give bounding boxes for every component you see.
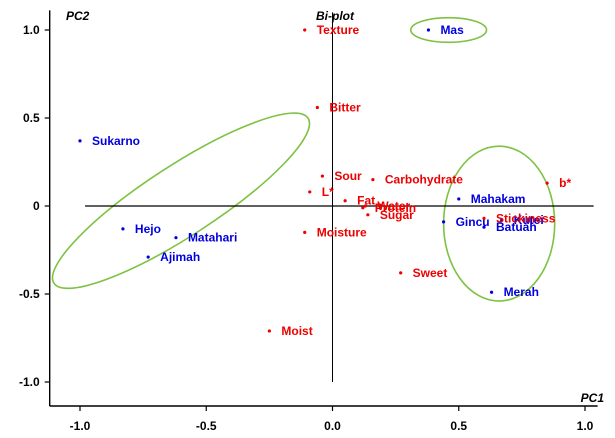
data-label: Hejo: [135, 222, 161, 236]
data-label: Stickiness: [496, 211, 556, 225]
data-label: Fat: [357, 194, 375, 208]
data-label: Carbohydrate: [385, 173, 463, 187]
data-label: Sour: [334, 169, 362, 183]
data-label: Gincu: [456, 215, 490, 229]
data-point: [426, 28, 431, 32]
cluster-ellipse: [409, 16, 488, 44]
data-point: [315, 105, 319, 110]
data-point: [500, 218, 504, 222]
data-point: [489, 290, 494, 294]
data-point: [146, 255, 150, 259]
data-label: L*: [322, 185, 334, 199]
data-point: [482, 225, 486, 229]
data-point: [482, 216, 486, 220]
y-tick-label: 0.5: [23, 111, 40, 125]
x-axis-label: PC1: [581, 391, 605, 405]
data-point: [320, 174, 324, 178]
data-label: Protein: [375, 201, 416, 215]
data-point: [343, 199, 347, 203]
cluster-ellipses: [51, 16, 556, 302]
data-label: Sukarno: [92, 134, 140, 148]
data-points: Sukarno Hejo Matahari Ajimah Mas Mahakam Kutei…: [78, 23, 571, 338]
data-point: [371, 178, 375, 182]
data-point: [363, 204, 367, 208]
data-label: Texture: [317, 23, 360, 37]
axes: [49, 10, 598, 407]
data-point: [361, 206, 365, 210]
data-point: [303, 230, 307, 234]
y-tick-label: 1.0: [23, 23, 40, 37]
x-tick-label: 0.0: [324, 419, 341, 433]
data-label: Mahakam: [471, 192, 526, 206]
x-tick-label: 0.5: [450, 419, 467, 433]
data-point: [442, 220, 446, 224]
y-tick-label: -0.5: [19, 287, 40, 301]
cluster-ellipse: [442, 145, 556, 302]
data-label: Batuah: [496, 220, 537, 234]
data-label: Moist: [281, 324, 312, 338]
data-label: Moisture: [317, 225, 367, 239]
data-point: [399, 271, 403, 275]
y-axis-label: PC2: [66, 9, 90, 23]
y-tick-label: -1.0: [19, 375, 40, 389]
x-tick-label: -1.0: [70, 419, 91, 433]
data-point: [267, 329, 271, 333]
data-point: [308, 190, 312, 194]
x-tick-label: 1.0: [577, 419, 594, 433]
data-point: [457, 197, 461, 201]
data-label: Kutei: [514, 213, 544, 227]
data-label: Sweet: [413, 266, 448, 280]
x-tick-label: -0.5: [196, 419, 217, 433]
data-label: Mas: [440, 23, 464, 37]
data-point: [366, 213, 370, 217]
data-label: Water: [377, 199, 410, 213]
data-point: [174, 236, 178, 240]
data-point: [545, 181, 549, 185]
data-label: Bitter: [329, 100, 361, 114]
data-point: [78, 139, 82, 143]
y-tick-label: 0: [33, 199, 40, 213]
data-label: Merah: [504, 285, 539, 299]
data-label: Ajimah: [160, 250, 200, 264]
data-point: [121, 227, 125, 231]
chart-title: Bi-plot: [316, 9, 355, 23]
data-point: [303, 28, 307, 32]
ticks: -1.0 -0.5 0.0 0.5 1.0 -1.0 -0.5 0 0.5 1.0: [19, 23, 594, 433]
data-label: b*: [559, 176, 571, 190]
cluster-ellipse: [51, 112, 311, 290]
data-label: Matahari: [188, 231, 237, 245]
data-label: Sugar: [380, 208, 414, 222]
